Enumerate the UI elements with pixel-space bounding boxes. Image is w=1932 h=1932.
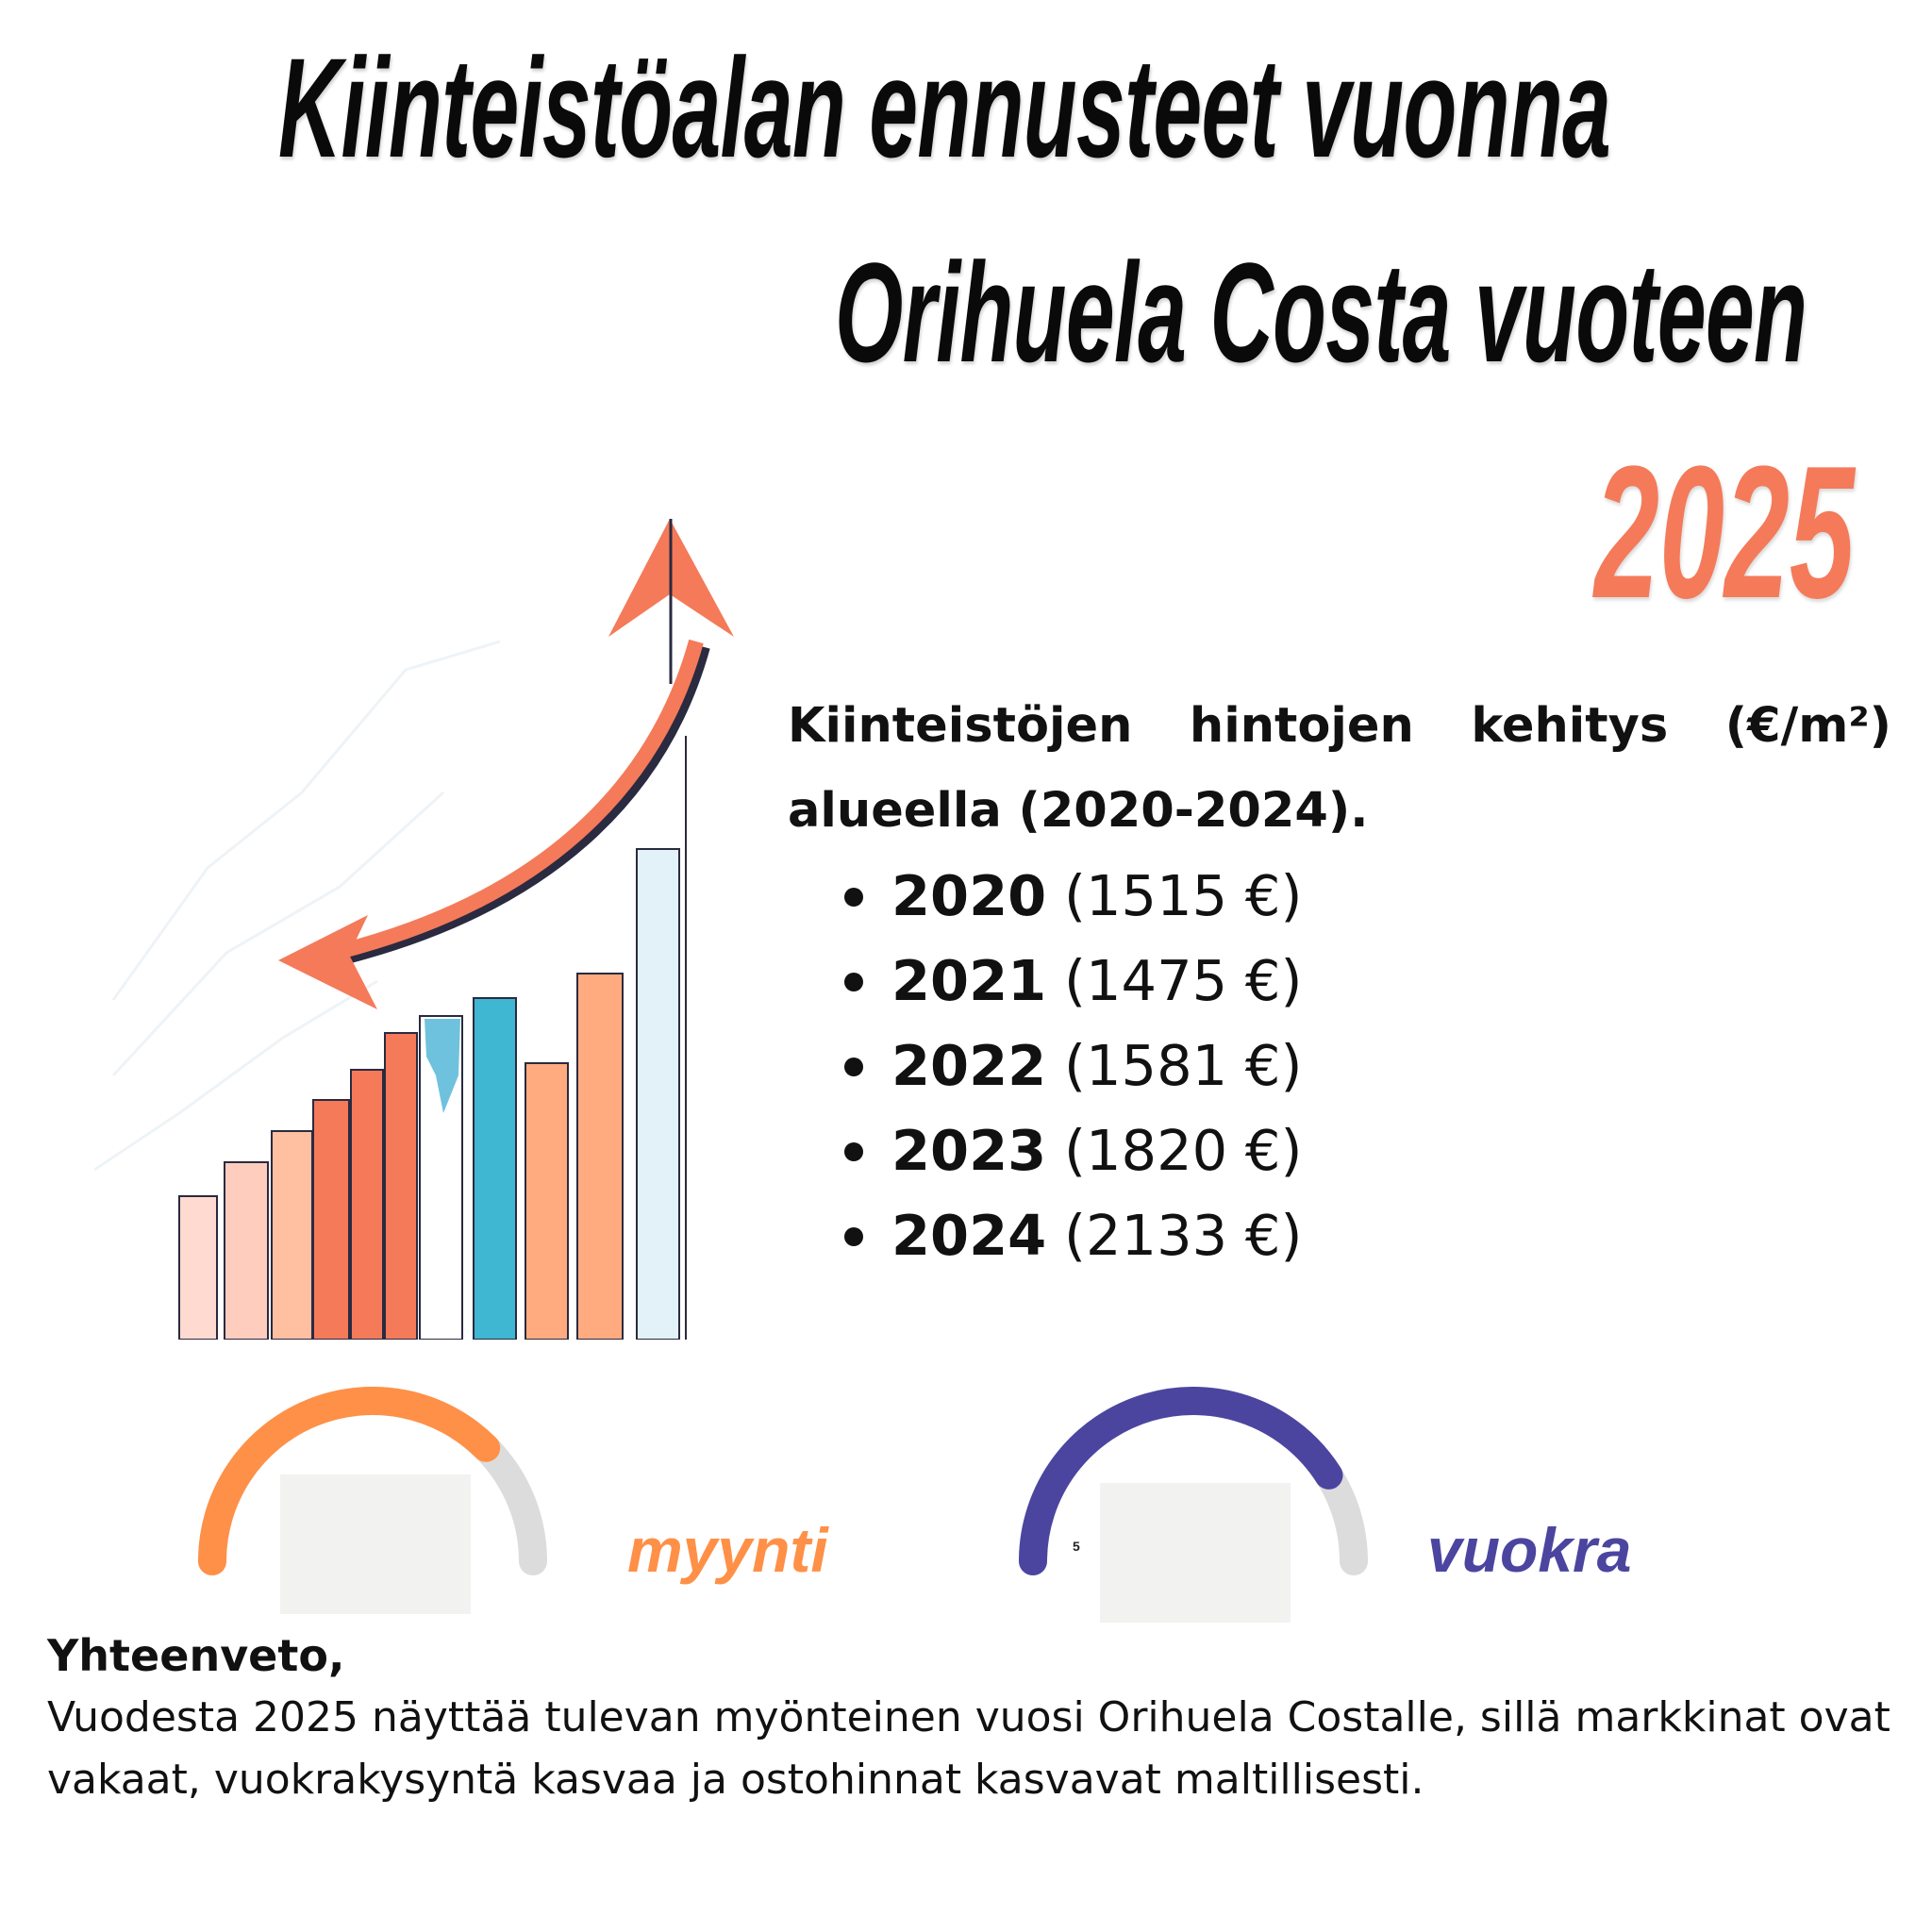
summary-heading: Yhteenveto,: [47, 1630, 345, 1681]
price-value: (1475 €): [1063, 948, 1303, 1013]
page-title-year: 2025: [1594, 427, 1855, 638]
bullet-icon: [844, 1058, 863, 1076]
price-year: 2022: [891, 1033, 1047, 1098]
price-list: 2020 (1515 €) 2021 (1475 €) 2022 (1581 €…: [788, 854, 1891, 1278]
price-value: (1820 €): [1063, 1118, 1303, 1183]
summary-section: Yhteenveto, Vuodesta 2025 näyttää tuleva…: [47, 1624, 1896, 1811]
bar-5: [350, 1069, 384, 1340]
sale-gauge: [198, 1387, 547, 1575]
sale-gauge-fill: [198, 1387, 501, 1575]
price-value: (1515 €): [1063, 863, 1303, 928]
bar-7-splash: [425, 1019, 460, 1113]
price-year: 2021: [891, 948, 1047, 1013]
bar-4: [312, 1099, 350, 1340]
bar-3: [271, 1130, 313, 1340]
bar-11: [636, 848, 680, 1340]
bullet-icon: [844, 973, 863, 991]
bar-2: [224, 1161, 269, 1340]
curved-arrow-icon: [278, 639, 710, 1009]
page-title-line-2: Orihuela Costa vuoteen: [835, 233, 1807, 391]
bullet-icon: [844, 888, 863, 907]
bullet-icon: [844, 1142, 863, 1161]
bar-1: [178, 1195, 218, 1340]
growth-chart-illustration: [94, 519, 734, 1340]
bar-10: [576, 973, 624, 1340]
price-value: (1581 €): [1063, 1033, 1303, 1098]
sale-gauge-label: myynti: [627, 1515, 828, 1585]
price-year: 2020: [891, 863, 1047, 928]
rent-gauge-value-box: [1100, 1483, 1291, 1623]
rent-gauge: [1019, 1387, 1368, 1575]
page-title-line-1: Kiinteistöalan ennusteet vuonna: [278, 28, 1611, 187]
background-sketch: [94, 640, 501, 1172]
price-heading: Kiinteistöjen hintojen kehitys (€/m²) al…: [788, 698, 1891, 839]
price-item-2023: 2023 (1820 €): [844, 1108, 1891, 1193]
rent-gauge-value: 5: [1073, 1539, 1080, 1554]
price-item-2020: 2020 (1515 €): [844, 854, 1891, 939]
price-item-2021: 2021 (1475 €): [844, 939, 1891, 1024]
bullet-icon: [844, 1227, 863, 1246]
price-year: 2024: [891, 1203, 1047, 1268]
sale-gauge-value-box: [280, 1474, 471, 1614]
rent-gauge-fill: [1019, 1387, 1343, 1575]
summary-body: Vuodesta 2025 näyttää tulevan myönteinen…: [47, 1693, 1890, 1804]
price-item-2024: 2024 (2133 €): [844, 1193, 1891, 1278]
price-year: 2023: [891, 1118, 1047, 1183]
price-section: Kiinteistöjen hintojen kehitys (€/m²) al…: [788, 684, 1891, 1278]
bars: [178, 736, 687, 1340]
rent-gauge-label: vuokra: [1427, 1515, 1632, 1585]
bar-6: [384, 1032, 418, 1340]
bar-8: [473, 997, 517, 1340]
price-value: (2133 €): [1063, 1203, 1303, 1268]
up-arrow-icon: [608, 519, 734, 684]
bar-9: [525, 1062, 569, 1340]
price-item-2022: 2022 (1581 €): [844, 1024, 1891, 1108]
